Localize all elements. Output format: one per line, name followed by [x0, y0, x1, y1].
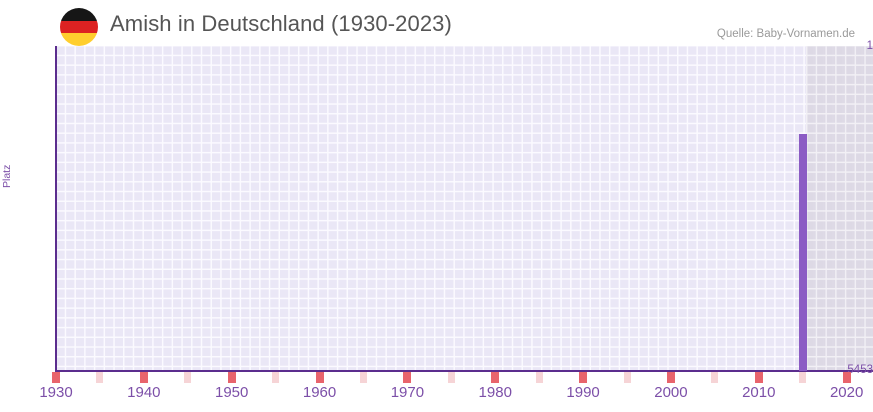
- x-axis-line: [55, 370, 873, 372]
- x-axis-minor-tick-1975: [447, 372, 455, 383]
- source-label: Quelle: Baby-Vornamen.de: [716, 28, 855, 40]
- x-axis-tick-label-1930: 1930: [39, 384, 73, 401]
- chart-header: Amish in Deutschland (1930-2023) Quelle:…: [0, 0, 873, 46]
- x-axis-major-tick-1970: [403, 372, 412, 383]
- y-axis-title: Platz: [1, 164, 13, 188]
- x-axis-major-tick-2000: [666, 372, 675, 383]
- x-axis-minor-tick-1935: [96, 372, 104, 383]
- x-axis-major-tick-1950: [227, 372, 236, 383]
- x-axis-major-tick-1960: [315, 372, 324, 383]
- x-axis-minor-tick-1945: [184, 372, 192, 383]
- x-axis-major-tick-2010: [754, 372, 763, 383]
- x-axis-minor-tick-1955: [272, 372, 280, 383]
- x-axis-major-tick-1980: [491, 372, 500, 383]
- x-axis-minor-tick-2005: [711, 372, 719, 383]
- x-axis-major-tick-1940: [139, 372, 148, 383]
- y-axis-tick-top: 1: [866, 40, 873, 52]
- x-axis-tick-label-1950: 1950: [215, 384, 249, 401]
- x-axis-minor-tick-1995: [623, 372, 631, 383]
- x-axis-major-tick-2020: [842, 372, 851, 383]
- x-axis-tick-label-1960: 1960: [302, 384, 337, 401]
- x-axis-tick-label-1970: 1970: [390, 384, 425, 401]
- plot-area: [56, 46, 873, 371]
- x-axis-tick-label-2000: 2000: [654, 384, 688, 401]
- x-axis-minor-tick-1985: [535, 372, 543, 383]
- x-axis-tick-label-2010: 2010: [742, 384, 776, 401]
- x-axis-major-tick-1930: [52, 372, 60, 383]
- no-data-region-shading: [806, 46, 873, 371]
- x-axis-major-tick-1990: [579, 372, 588, 383]
- y-axis-tick-bottom: 5453: [847, 364, 873, 376]
- x-axis-minor-tick-2015: [799, 372, 807, 383]
- x-axis-tick-label-1940: 1940: [127, 384, 161, 401]
- data-bar-2015[interactable]: [798, 133, 807, 371]
- x-axis-minor-tick-1965: [359, 372, 367, 383]
- x-axis-tick-label-1980: 1980: [478, 384, 512, 401]
- y-axis-line: [55, 46, 57, 372]
- x-axis-tick-label-1990: 1990: [566, 384, 600, 401]
- x-axis-tick-label-2020: 2020: [829, 384, 864, 401]
- page-title: Amish in Deutschland (1930-2023): [110, 11, 452, 36]
- germany-flag-circle-icon: [60, 8, 98, 46]
